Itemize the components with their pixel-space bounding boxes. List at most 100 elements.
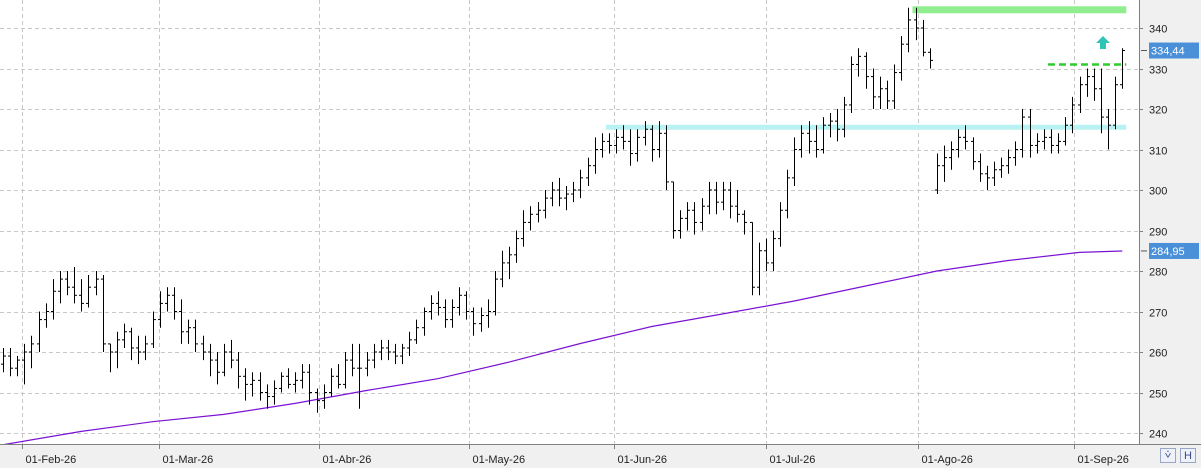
ohlc-bar (58, 271, 63, 304)
y-tick-label: 270 (1149, 308, 1167, 320)
ohlc-bar (978, 153, 983, 182)
ohlc-bar (621, 125, 626, 150)
ma-price-label: 284,95 (1151, 246, 1185, 258)
x-axis-panel (0, 444, 1201, 468)
ohlc-bar (664, 125, 669, 190)
ohlc-bar (486, 299, 491, 328)
ohlc-bar (108, 343, 113, 373)
y-tick-label: 320 (1149, 105, 1167, 117)
x-tick-label: 01-Sep-26 (1078, 454, 1129, 466)
ohlc-bar (450, 299, 455, 328)
ohlc-bar (429, 295, 434, 320)
ohlc-bar (728, 181, 733, 219)
ohlc-bar (300, 364, 305, 389)
ohlc-bar (315, 388, 320, 413)
ohlc-bar (657, 121, 662, 158)
ohlc-bar (322, 384, 327, 409)
ohlc-bar (792, 137, 797, 186)
ohlc-bar (1020, 109, 1025, 158)
x-tick-label: 01-May-26 (473, 454, 526, 466)
ohlc-bar (921, 19, 926, 57)
expand-icon[interactable]: ⩒ (1160, 448, 1176, 463)
ohlc-bar (628, 129, 633, 166)
ohlc-bar (1106, 109, 1111, 150)
ohlc-bar (586, 157, 591, 186)
y-tick-label: 290 (1149, 227, 1167, 239)
ohlc-bar (550, 181, 555, 207)
ohlc-bar (607, 133, 612, 154)
ohlc-bar (37, 311, 42, 352)
ohlc-bar (236, 352, 241, 389)
ohlc-bar (643, 121, 648, 146)
ohlc-bar (600, 133, 605, 158)
ohlc-bar (821, 117, 826, 154)
ohlc-bar (571, 181, 576, 203)
ohlc-bar (507, 246, 512, 280)
ohlc-bar (514, 230, 519, 263)
ohlc-bar (165, 287, 170, 312)
ohlc-bar (799, 125, 804, 158)
ohlc-bar (222, 343, 227, 377)
ohlc-bar (578, 169, 583, 199)
ohlc-bar (414, 319, 419, 344)
ohlc-bar (892, 64, 897, 109)
ohlc-bar (871, 68, 876, 109)
h-icon[interactable]: H (1180, 448, 1196, 463)
ohlc-bar (842, 96, 847, 138)
ohlc-bar (215, 352, 220, 385)
ohlc-bar (101, 275, 106, 352)
ohlc-bar (671, 181, 676, 239)
ohlc-bar (443, 299, 448, 328)
ohlc-bar (65, 271, 70, 296)
ohlc-bar (692, 202, 697, 235)
moving-average (0, 250, 1123, 446)
ohlc-bar (1, 347, 6, 373)
ohlc-bar (1006, 149, 1011, 174)
ohlc-bar (286, 368, 291, 389)
ohlc-bar (201, 335, 206, 361)
ohlc-bar (1056, 133, 1061, 154)
ohlc-bar (386, 339, 391, 361)
ohlc-bar (906, 7, 911, 53)
ohlc-bar (1013, 141, 1018, 166)
ohlc-bar (757, 242, 762, 296)
ohlc-bar (15, 356, 20, 377)
ohlc-bar (1042, 129, 1047, 150)
price-badges: 334,44 284,95 (1096, 36, 1199, 259)
ohlc-bar (949, 141, 954, 170)
ohlc-bar (1099, 68, 1104, 134)
ohlc-bar (343, 352, 348, 389)
ohlc-bar (72, 266, 77, 304)
ohlc-bar (8, 347, 13, 377)
ohlc-bar (1085, 68, 1090, 97)
ohlc-bar (764, 238, 769, 271)
ohlc-bar (29, 335, 34, 369)
ohlc-bar (86, 275, 91, 308)
price-bars (1, 7, 1125, 413)
ohlc-bar (158, 291, 163, 328)
ohlc-bar (864, 52, 869, 89)
ohlc-bar (750, 221, 755, 296)
ohlc-bar (151, 311, 156, 348)
ohlc-bar (179, 299, 184, 344)
ohlc-bar (208, 343, 213, 377)
ohlc-bar (350, 343, 355, 377)
arrow-up-icon (1096, 36, 1110, 49)
ohlc-bar (258, 372, 263, 401)
last-price-label: 334,44 (1151, 46, 1185, 58)
ma-price-box (1149, 242, 1199, 259)
ohlc-bar (464, 291, 469, 320)
ohlc-bar (1035, 133, 1040, 154)
ohlc-bar (1063, 117, 1068, 146)
y-tick-label: 280 (1149, 267, 1167, 279)
ohlc-bar (51, 279, 56, 320)
ohlc-bar (985, 165, 990, 190)
ohlc-bar (807, 121, 812, 154)
ohlc-bar (250, 372, 255, 397)
ohlc-bar (400, 343, 405, 365)
ohlc-bar (536, 202, 541, 223)
ohlc-bar (193, 319, 198, 352)
